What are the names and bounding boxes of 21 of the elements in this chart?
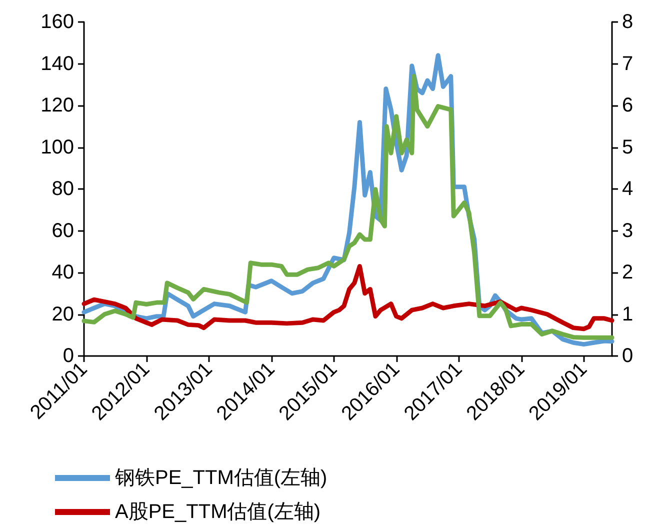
y2-tick-label: 7	[622, 52, 634, 75]
y2-tick-label: 5	[622, 136, 634, 158]
y-tick-label: 0	[62, 345, 74, 367]
line-series	[82, 264, 614, 332]
y-tick-label: 40	[52, 262, 74, 284]
y-tick-label: 60	[52, 220, 74, 242]
y2-tick-label: 6	[622, 94, 634, 116]
y2-tick-label: 1	[622, 303, 634, 326]
legend-label: 钢铁PE_TTM估值(左轴)	[114, 467, 328, 489]
y2-tick-label: 8	[622, 11, 634, 33]
y-tick-label: 160	[40, 11, 74, 33]
legend-label: A股PE_TTM估值(左轴)	[115, 501, 321, 523]
y-tick-label: 20	[52, 303, 74, 326]
y2-tick-label: 3	[622, 220, 634, 242]
y-tick-label: 80	[52, 178, 74, 200]
y2-tick-label: 4	[622, 178, 634, 200]
y-tick-label: 140	[40, 52, 74, 75]
y-tick-label: 100	[40, 136, 74, 158]
y2-tick-label: 2	[622, 262, 634, 284]
y2-tick-label: 0	[622, 345, 634, 367]
y-tick-label: 120	[40, 94, 74, 116]
